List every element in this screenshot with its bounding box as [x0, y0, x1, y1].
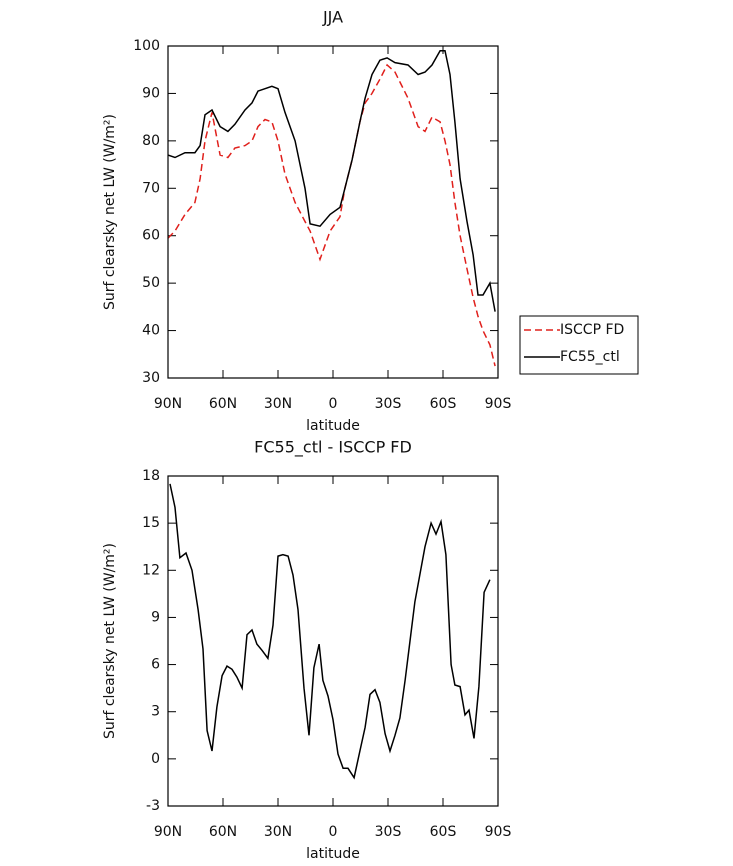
data-line: [169, 483, 491, 780]
y-tick-label: 12: [142, 562, 160, 578]
x-tick-label: 60S: [430, 396, 457, 412]
x-axis-label: latitude: [306, 846, 360, 862]
x-tick-label: 30N: [264, 824, 292, 840]
legend-box: [519, 315, 639, 375]
x-tick-label: 90N: [154, 396, 182, 412]
plot-frame: [167, 475, 499, 807]
chart-title: FC55_ctl - ISCCP FD: [254, 438, 412, 458]
y-tick-label: 70: [142, 180, 160, 196]
y-tick-label: 18: [142, 468, 160, 484]
y-tick-label: 80: [142, 133, 160, 149]
y-tick-label: 60: [142, 228, 160, 244]
y-tick-label: 90: [142, 85, 160, 101]
y-tick-label: 3: [151, 704, 160, 720]
legend-label: ISCCP FD: [560, 322, 624, 338]
x-tick-label: 30S: [375, 396, 402, 412]
y-tick-label: 9: [151, 609, 160, 625]
y-axis-label: Surf clearsky net LW (W/m²): [102, 114, 118, 310]
y-tick-label: 40: [142, 323, 160, 339]
x-tick-label: 60N: [209, 396, 237, 412]
y-tick-label: 15: [142, 515, 160, 531]
y-tick-label: 100: [133, 38, 160, 54]
y-tick-label: 50: [142, 275, 160, 291]
data-line: [167, 63, 496, 367]
y-tick-label: -3: [146, 798, 160, 814]
plot-frame: [167, 45, 499, 379]
x-tick-label: 90N: [154, 824, 182, 840]
x-tick-label: 0: [329, 396, 338, 412]
x-tick-label: 30N: [264, 396, 292, 412]
x-tick-label: 90S: [485, 396, 512, 412]
x-tick-label: 60S: [430, 824, 457, 840]
y-axis-label: Surf clearsky net LW (W/m²): [102, 543, 118, 739]
y-tick-label: 0: [151, 751, 160, 767]
chart-title: JJA: [322, 8, 343, 27]
x-tick-label: 0: [329, 824, 338, 840]
legend-label: FC55_ctl: [560, 349, 620, 365]
y-tick-label: 30: [142, 370, 160, 386]
data-line: [167, 49, 496, 312]
x-tick-label: 90S: [485, 824, 512, 840]
y-tick-label: 6: [151, 657, 160, 673]
x-tick-label: 60N: [209, 824, 237, 840]
x-tick-label: 30S: [375, 824, 402, 840]
x-axis-label: latitude: [306, 418, 360, 434]
